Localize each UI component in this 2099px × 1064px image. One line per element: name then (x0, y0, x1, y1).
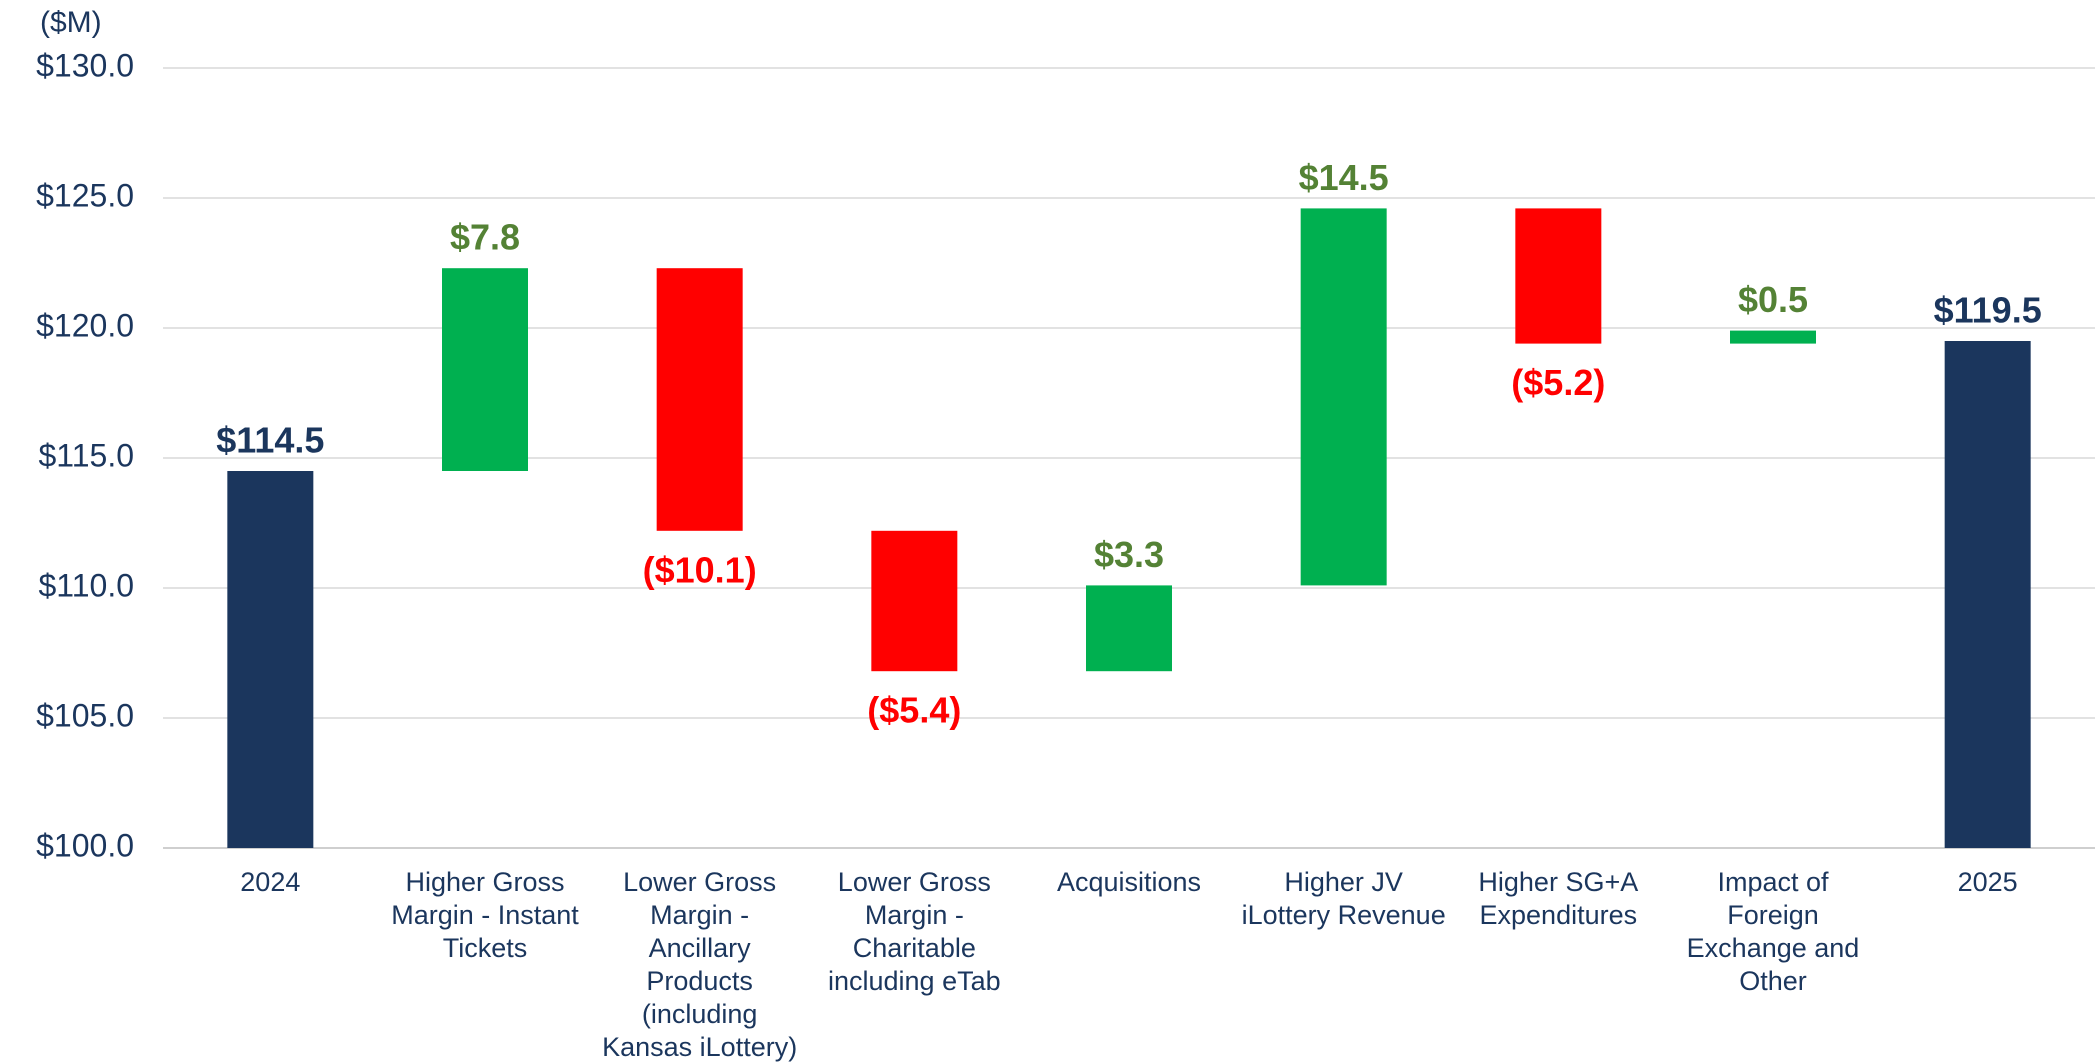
bar (227, 471, 314, 848)
y-tick-label: $110.0 (39, 567, 135, 603)
y-tick-label: $115.0 (39, 437, 135, 473)
data-label: ($5.2) (1511, 362, 1605, 403)
x-tick-label: Higher Gross Margin - Instant Tickets (391, 867, 579, 963)
data-label: $0.5 (1738, 279, 1808, 320)
bar (656, 268, 743, 531)
bar (1515, 208, 1602, 344)
bar (1944, 341, 2031, 848)
x-tick-label: Higher JV iLottery Revenue (1241, 867, 1446, 930)
y-tick-label: $125.0 (36, 177, 134, 213)
data-label: $14.5 (1299, 157, 1389, 198)
data-label: ($5.4) (867, 690, 961, 731)
y-tick-label: $100.0 (36, 827, 134, 863)
x-tick-label: Lower Gross Margin - Ancillary Products … (602, 867, 798, 1062)
bar (1730, 330, 1816, 344)
data-label: $7.8 (450, 217, 520, 258)
x-tick-label: Acquisitions (1056, 867, 1202, 897)
x-tick-label: 2024 (240, 867, 301, 897)
bar (442, 268, 528, 471)
bar (1086, 585, 1172, 672)
data-label: $3.3 (1094, 534, 1164, 575)
bar (871, 530, 958, 672)
y-tick-label: $105.0 (36, 697, 134, 733)
x-tick-label: Lower Gross Margin - Charitable includin… (828, 867, 1001, 996)
data-label: ($10.1) (643, 549, 757, 590)
y-tick-label: $130.0 (36, 47, 134, 83)
y-tick-label: $120.0 (36, 307, 134, 343)
data-label: $119.5 (1934, 290, 2042, 331)
data-label: $114.5 (216, 420, 324, 461)
bar (1300, 208, 1387, 586)
y-axis-label: ($M) (40, 6, 102, 39)
x-tick-label: Higher SG+A Expenditures (1478, 867, 1639, 930)
x-tick-label: Impact of Foreign Exchange and Other (1686, 867, 1860, 996)
x-tick-label: 2025 (1957, 867, 2018, 897)
